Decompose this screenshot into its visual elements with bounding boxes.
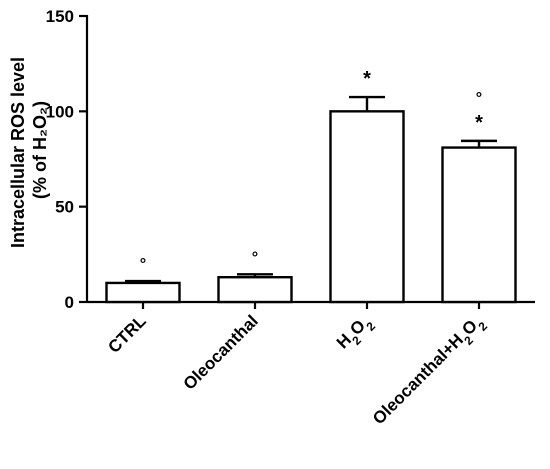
y-axis-label-line2: (% of H₂O₂) <box>30 101 50 199</box>
x-tick-label: Oleocanthal+H2O2 <box>369 311 490 432</box>
bar <box>441 146 517 304</box>
significance-circle: ° <box>140 256 146 273</box>
x-tick-label: H2O2 <box>333 311 378 356</box>
y-tick-label: 100 <box>46 102 74 121</box>
y-tick-label: 50 <box>55 198 74 217</box>
significance-circle: ° <box>476 90 482 107</box>
y-axis-label: Intracellular ROS level (% of H₂O₂) <box>8 52 50 248</box>
significance-star: * <box>363 68 371 90</box>
bar <box>105 281 181 304</box>
x-tick-label: Oleocanthal <box>180 311 262 393</box>
significance-circle: ° <box>252 249 258 266</box>
y-axis: 0 50 100 150 <box>46 7 89 312</box>
bar-series: ° ° * * ° <box>105 68 517 304</box>
significance-star: * <box>475 112 483 134</box>
x-tick-label: CTRL <box>104 311 149 356</box>
y-axis-label-line1: Intracellular ROS level <box>8 57 28 248</box>
bar <box>217 276 293 304</box>
y-tick-label: 0 <box>65 293 74 312</box>
bar <box>329 110 405 304</box>
y-tick-label: 150 <box>46 7 74 26</box>
